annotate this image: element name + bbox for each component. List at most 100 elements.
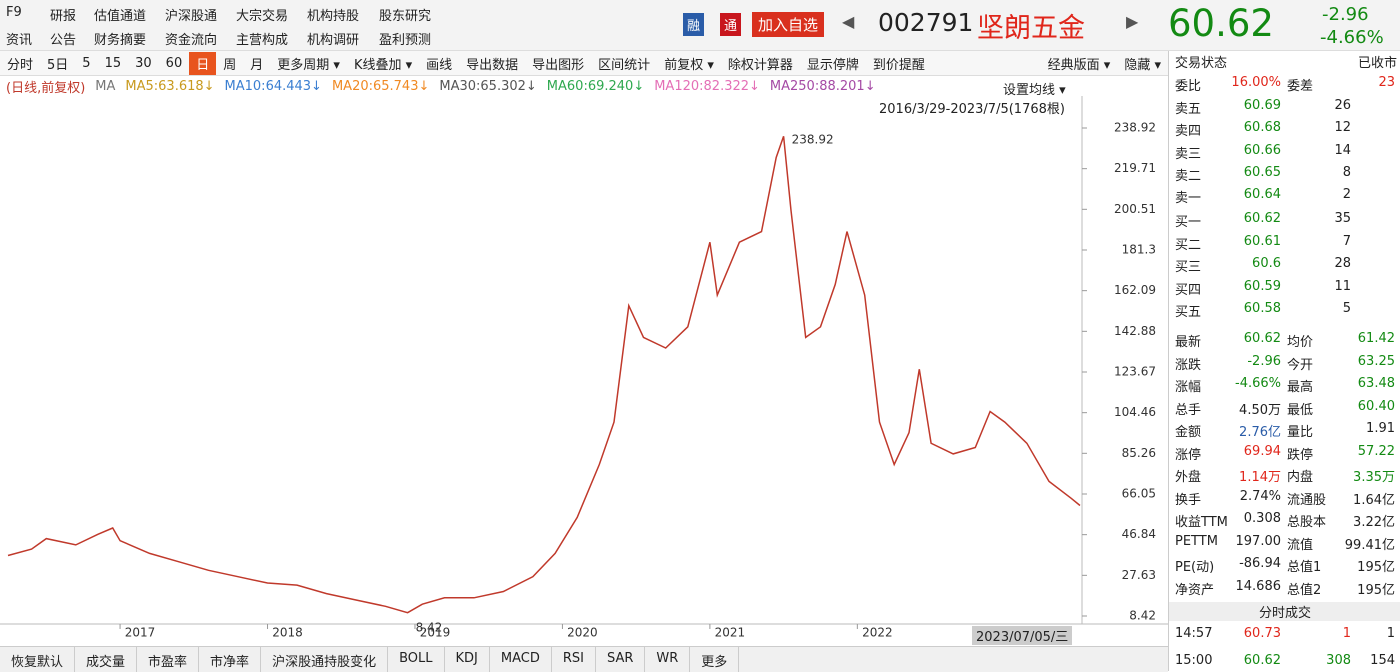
- panel-text: 总股本: [1287, 515, 1327, 530]
- chart: 8.42 27.63 46.84 66.05 85.26 104.46 123.67 142.…: [0, 96, 1168, 640]
- toolbar-item[interactable]: 60: [165, 55, 183, 71]
- panel-text: PETTM: [1175, 533, 1218, 549]
- panel-text: 卖三: [1175, 146, 1202, 162]
- panel-text: 15:00: [1175, 653, 1213, 668]
- panel-text: 154: [1370, 653, 1395, 668]
- toolbar-item[interactable]: 隐藏 ▾: [1124, 57, 1161, 73]
- menu-item[interactable]: 盈利预测: [379, 33, 432, 48]
- toolbar-item[interactable]: 15: [104, 55, 122, 71]
- menu-item[interactable]: 财务摘要: [94, 33, 147, 48]
- top-bar: F9 研报 估值通道 沪深股通 大宗交易 机构持股 股东研究资讯 公告 财务摘要 资金流向 主营构成…: [0, 0, 1400, 51]
- toolbar-item[interactable]: 30: [135, 55, 152, 71]
- bottom-tab[interactable]: RSI: [552, 647, 596, 672]
- bottom-tab[interactable]: WR: [645, 647, 691, 672]
- menu-item[interactable]: 资讯: [6, 33, 33, 48]
- y-tick-label: 66.05: [1122, 486, 1156, 500]
- menu-item[interactable]: 沪深股通: [165, 9, 218, 24]
- menu-item[interactable]: 主营构成: [236, 33, 289, 48]
- panel-text: 14:57: [1175, 626, 1213, 641]
- stock-code: 002791: [878, 8, 974, 37]
- cursor-date: 2023/07/05/三: [972, 626, 1073, 645]
- menu-item[interactable]: 大宗交易: [236, 9, 289, 24]
- toolbar-item[interactable]: 分时: [7, 57, 34, 73]
- toolbar-item[interactable]: 周: [223, 57, 237, 73]
- toolbar-item[interactable]: 经典版面 ▾: [1047, 57, 1111, 73]
- toolbar-item[interactable]: 导出图形: [532, 57, 585, 73]
- price: 60.62: [1168, 2, 1274, 45]
- menu-item[interactable]: 股东研究: [379, 9, 432, 24]
- toolbar-item[interactable]: 到价提醒: [872, 57, 925, 73]
- panel-text: 57.22: [1357, 443, 1395, 459]
- set-ma[interactable]: 设置均线 ▾: [1003, 83, 1066, 98]
- panel-text: 14: [1334, 142, 1351, 158]
- panel-text: 60.61: [1243, 233, 1281, 249]
- toolbar-item[interactable]: 前复权 ▾: [664, 57, 714, 73]
- badge[interactable]: 通: [720, 13, 742, 36]
- toolbar-item[interactable]: 画线: [426, 57, 453, 73]
- toolbar-item[interactable]: 导出数据: [466, 57, 519, 73]
- panel-text: 14.686: [1235, 578, 1282, 594]
- panel-text: 净资产: [1175, 582, 1215, 598]
- panel-text: 60.62: [1243, 331, 1281, 346]
- bottom-tab[interactable]: KDJ: [445, 647, 490, 672]
- panel-text: 跌停: [1287, 447, 1314, 463]
- panel-text: 最低: [1287, 402, 1314, 418]
- extreme-label: 238.92: [792, 133, 834, 147]
- panel-text: 买五: [1175, 305, 1202, 320]
- bottom-tab[interactable]: 市净率: [199, 647, 262, 672]
- ma-label: MA120:82.322↓: [654, 78, 760, 94]
- panel-text: 1.14万: [1239, 470, 1281, 485]
- bottom-tab[interactable]: BOLL: [388, 647, 445, 672]
- ma-label: MA30:65.302↓: [439, 78, 537, 94]
- toolbar-item[interactable]: 5日: [47, 57, 69, 73]
- panel-text: 60.58: [1243, 301, 1281, 316]
- bottom-tab[interactable]: SAR: [596, 647, 646, 672]
- y-tick-label: 123.67: [1114, 365, 1156, 379]
- toolbar-item[interactable]: 月: [250, 57, 264, 73]
- menu-item[interactable]: 机构调研: [307, 33, 360, 48]
- panel-text: 今开: [1287, 357, 1314, 373]
- panel-text: 26: [1334, 98, 1351, 113]
- menu-item[interactable]: 资金流向: [165, 33, 218, 48]
- toolbar-item[interactable]: 除权计算器: [727, 57, 793, 73]
- badge[interactable]: 融: [683, 13, 705, 36]
- panel-text: 60.62: [1243, 653, 1281, 668]
- toolbar-item[interactable]: 5: [82, 55, 91, 71]
- ma-label: MA10:64.443↓: [224, 78, 322, 94]
- menu-item[interactable]: F9: [6, 5, 22, 20]
- panel-text: 金额: [1175, 425, 1202, 440]
- y-tick-label: 46.84: [1122, 527, 1156, 541]
- x-tick-label: 2020: [567, 626, 598, 640]
- bottom-tab[interactable]: 成交量: [75, 647, 138, 672]
- panel-text: 总值1: [1287, 560, 1322, 575]
- bottom-tab[interactable]: 沪深股通持股变化: [261, 647, 389, 672]
- add-button[interactable]: 加入自选: [752, 12, 825, 37]
- menu-item[interactable]: 研报: [50, 9, 77, 24]
- panel-text: 99.41亿: [1344, 537, 1395, 553]
- panel-text: 内盘: [1287, 470, 1314, 485]
- toolbar-item[interactable]: 日: [189, 51, 217, 75]
- panel-text: 60.65: [1243, 164, 1281, 180]
- panel-text: 197.00: [1235, 533, 1282, 549]
- toolbar-item[interactable]: 更多周期 ▾: [277, 57, 340, 73]
- prev-arrow[interactable]: ◀: [842, 12, 855, 31]
- menu-item[interactable]: 公告: [50, 33, 77, 48]
- menu-item[interactable]: 估值通道: [94, 9, 147, 24]
- stock-name: 坚朗五金: [977, 13, 1085, 44]
- x-tick-label: 2019: [420, 626, 451, 640]
- bottom-tab[interactable]: MACD: [490, 647, 552, 672]
- panel-text: 1.64亿: [1353, 492, 1395, 508]
- menu-item[interactable]: 机构持股: [307, 9, 360, 24]
- next-arrow[interactable]: ▶: [1126, 12, 1139, 31]
- panel-text: 3.22亿: [1353, 515, 1395, 530]
- bottom-tab[interactable]: 更多: [690, 647, 740, 672]
- toolbar-item[interactable]: 区间统计: [598, 57, 651, 73]
- bottom-tab[interactable]: 市盈率: [137, 647, 200, 672]
- toolbar-item[interactable]: K线叠加 ▾: [353, 57, 413, 73]
- toolbar-item[interactable]: 显示停牌: [806, 57, 859, 73]
- panel-text: 总值2: [1287, 582, 1322, 598]
- panel-text: 1: [1386, 626, 1395, 641]
- bottom-tab[interactable]: 恢复默认: [0, 647, 76, 672]
- change-pct: -4.66%: [1320, 27, 1384, 48]
- panel-text: 60.59: [1243, 278, 1281, 294]
